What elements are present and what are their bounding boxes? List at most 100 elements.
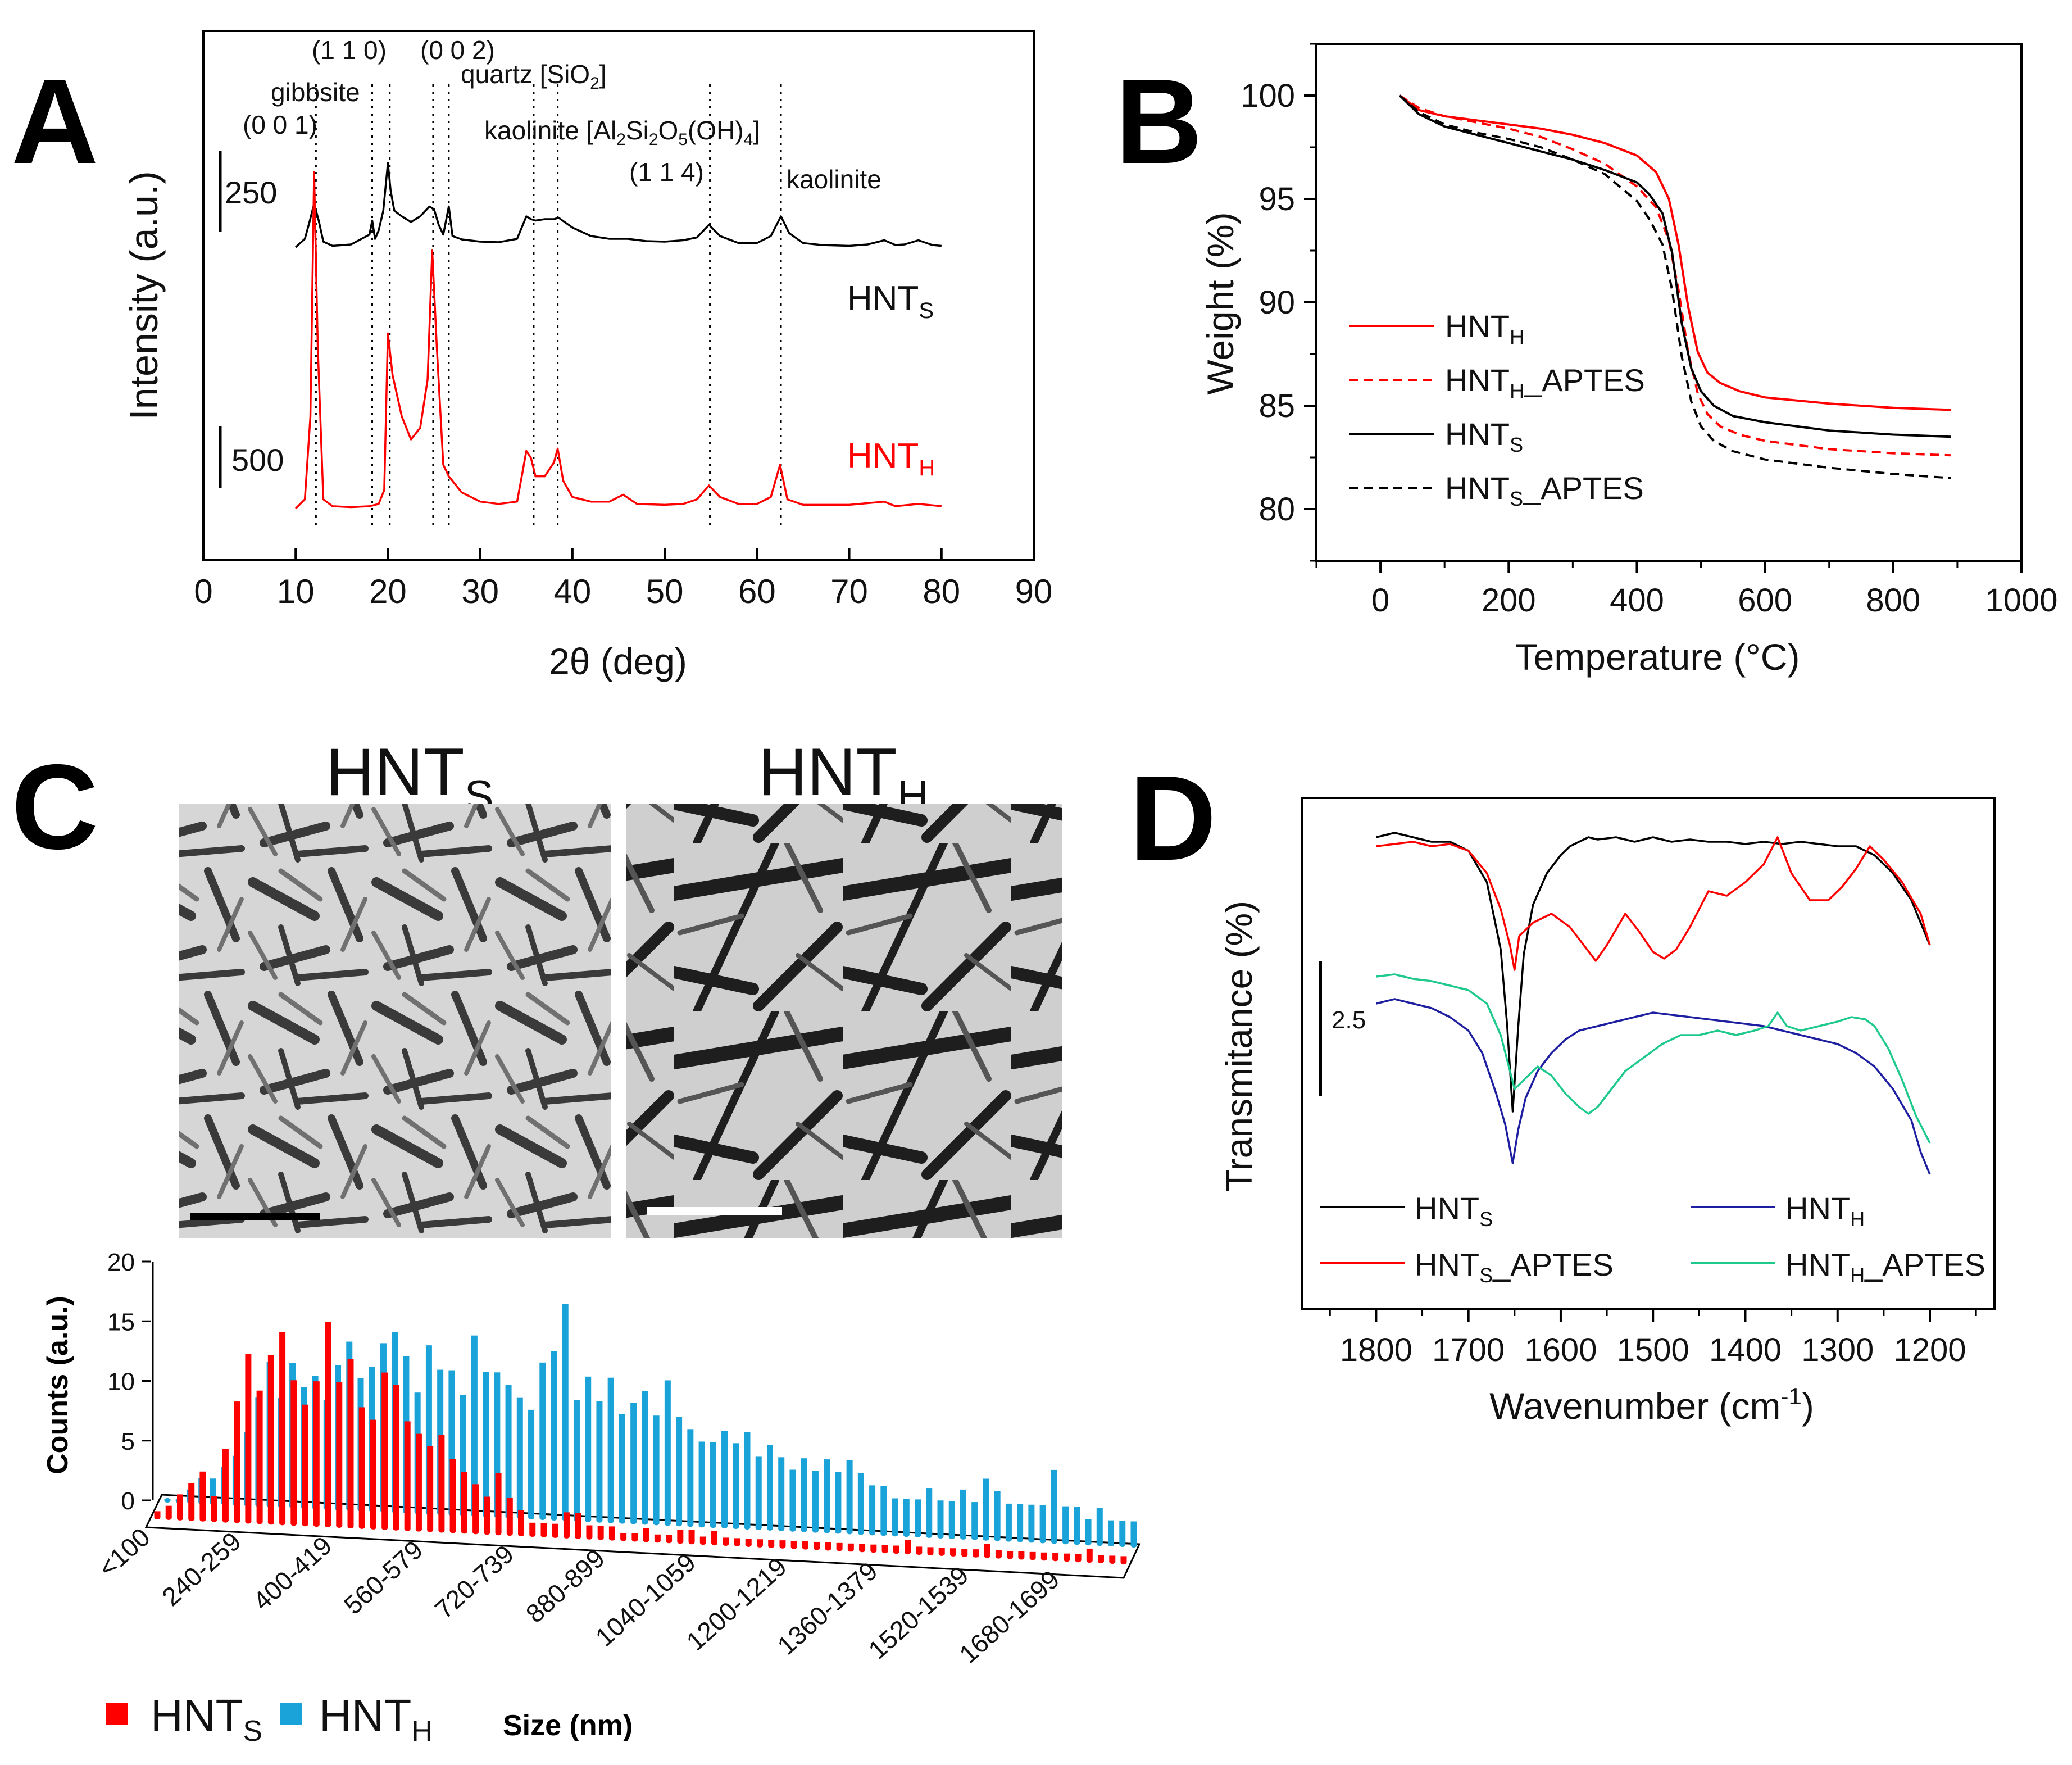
histogram-bar-h-base	[1028, 1538, 1035, 1543]
histogram-bar-h	[971, 1502, 978, 1538]
histogram-bar-h	[1051, 1469, 1057, 1542]
histogram-bar-s	[597, 1526, 604, 1538]
histogram-bar-h-base	[755, 1525, 762, 1530]
panel-b-legend-label: HNTS_APTES	[1445, 470, 1644, 510]
panel-d-x-tick-label: 1300	[1801, 1332, 1874, 1368]
panel-d-legend-label: HNTS	[1415, 1191, 1493, 1231]
histogram-bar-s	[404, 1421, 411, 1529]
histogram-legend-label-s: HNTS	[151, 1690, 262, 1748]
histogram-x-tick-label: 400-419	[247, 1531, 337, 1616]
histogram-bar-h	[869, 1485, 876, 1533]
histogram-bar-s-base	[723, 1541, 729, 1546]
panel-a-series-line-h	[294, 171, 942, 510]
histogram-bar-s-base	[893, 1549, 899, 1554]
histogram-bar-s-base	[1075, 1558, 1082, 1563]
histogram-bar-s	[1086, 1548, 1093, 1561]
panel-b-legend-label: HNTS	[1445, 416, 1523, 456]
panel-a-series	[294, 162, 942, 510]
histogram-bar-h	[1085, 1519, 1092, 1544]
histogram-bar-s	[677, 1530, 684, 1542]
histogram-bar-s	[336, 1382, 343, 1526]
panel-a-x-title: 2θ (deg)	[549, 641, 687, 682]
panel-b-axes: 0 200 400 600 800 1000 80 85 90 95 100	[1241, 43, 2058, 619]
histogram-bar-s	[358, 1407, 365, 1527]
histogram-bar-s	[666, 1535, 673, 1541]
histogram-bar-h-base	[1108, 1542, 1115, 1547]
panel-b-x-tick-label: 0	[1371, 582, 1389, 619]
panel-a-scalebar-s-label: 250	[225, 175, 277, 210]
histogram-bar-h-base	[835, 1529, 842, 1534]
panel-a-x-tick-label: 40	[554, 573, 592, 610]
histogram-bar-s-base	[302, 1522, 308, 1527]
histogram-bar-h-base	[1017, 1537, 1024, 1542]
histogram-bar-s	[711, 1531, 718, 1544]
histogram-bar-s-base	[1007, 1554, 1014, 1559]
histogram-bar-h-base	[926, 1533, 933, 1539]
histogram-bar-h-base	[585, 1517, 592, 1522]
histogram-bar-s	[529, 1522, 536, 1535]
histogram-bar-h-base	[630, 1519, 637, 1524]
histogram-bar-s	[723, 1537, 729, 1544]
panel-b-series-line-3	[1398, 94, 1951, 479]
panel-b-series	[1398, 94, 1951, 479]
histogram-bar-s-base	[1109, 1559, 1116, 1564]
histogram-bar-s-base	[654, 1538, 661, 1543]
histogram-bar-h	[573, 1400, 580, 1519]
histogram-bar-s	[234, 1401, 240, 1521]
histogram-bar-s	[245, 1354, 252, 1522]
histogram-bar-s-base	[336, 1523, 343, 1528]
histogram-bar-s-base	[211, 1517, 217, 1522]
histogram-bar-s	[518, 1510, 525, 1535]
histogram-bar-s-base	[222, 1518, 229, 1523]
histogram-y-title: Counts (a.u.)	[42, 1296, 74, 1474]
histogram-bar-s-base	[1098, 1559, 1105, 1564]
histogram-bar-h	[471, 1335, 478, 1515]
histogram-bar-s	[1075, 1554, 1082, 1560]
histogram-y-tick-label: 20	[107, 1249, 135, 1276]
histogram-bar-h	[676, 1417, 683, 1524]
panel-d-legend: HNTS HNTS_APTES HNTH HNTH_APTES	[1320, 1191, 1985, 1287]
histogram-bar-s	[790, 1541, 797, 1547]
histogram-bar-s	[949, 1548, 956, 1554]
histogram-bar-h-base	[551, 1516, 557, 1521]
panel-b-y-tick-label: 85	[1258, 388, 1295, 424]
panel-b-plot-frame	[1315, 43, 2023, 562]
histogram-bar-s	[825, 1542, 831, 1549]
histogram-bar-h-base	[164, 1498, 171, 1503]
panel-d-x-tick-label: 1200	[1893, 1332, 1966, 1368]
histogram-y-tick-label: 5	[121, 1428, 135, 1455]
histogram-bar-h	[733, 1443, 739, 1527]
histogram-bar-h-base	[892, 1532, 898, 1537]
histogram-bar-s-base	[608, 1536, 615, 1541]
histogram-bar-h	[607, 1377, 614, 1521]
panel-d-x-tick-label: 1500	[1617, 1332, 1689, 1368]
panel-a-label-hnts: HNTS	[847, 279, 934, 323]
histogram-bar-s-base	[563, 1533, 570, 1539]
histogram-bar-s-base	[949, 1551, 956, 1557]
histogram-bar-s-base	[666, 1539, 673, 1544]
histogram-bar-s-base	[1064, 1557, 1070, 1562]
histogram-bar-h	[710, 1442, 716, 1526]
histogram-bar-s-base	[267, 1520, 274, 1525]
histogram-bar-s	[620, 1532, 627, 1539]
panel-b-series-line-0	[1399, 94, 1951, 411]
histogram-bar-s	[1040, 1552, 1047, 1559]
histogram-bar-s-base	[358, 1524, 365, 1529]
histogram-bar-h	[630, 1403, 637, 1522]
panel-a-annotations: (0 0 1) gibbsite (1 1 0) (0 0 2)quartz [SiO…	[243, 35, 881, 194]
histogram-bar-h	[903, 1499, 910, 1535]
histogram-bar-s	[699, 1536, 706, 1543]
panel-a-annotation: quartz [SiO2]	[461, 60, 607, 93]
histogram-bar-h-base	[983, 1536, 989, 1541]
panel-d-series	[1375, 832, 1931, 1175]
panel-b-legend-label: HNTH_APTES	[1445, 362, 1645, 402]
histogram-bar-s-base	[847, 1547, 854, 1552]
panel-a-x-tick-label: 90	[1015, 573, 1053, 610]
histogram-bar-h	[494, 1372, 501, 1516]
histogram-bar-s	[881, 1545, 888, 1551]
histogram-bar-s-base	[1052, 1557, 1059, 1562]
histogram-bar-s	[927, 1547, 934, 1553]
histogram-bar-h-base	[960, 1535, 966, 1540]
histogram-bar-s-base	[438, 1528, 445, 1533]
histogram-axes: 0 5 10 15 20	[107, 1249, 1141, 1579]
